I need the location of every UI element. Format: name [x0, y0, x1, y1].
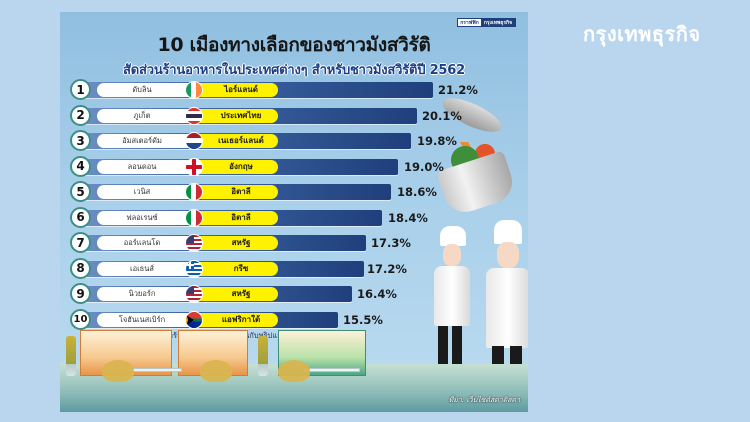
country-name: สหรัฐ: [190, 287, 278, 301]
value-label: 18.4%: [388, 210, 428, 225]
chart-row: 10 โจฮันเนสเบิร์ก แอฟริกาใต้ 15.5%: [70, 308, 510, 330]
city-name: ดับลิน: [132, 85, 152, 94]
chart-row: 1 ดับลิน ไอร์แลนด์ 21.2%: [70, 79, 510, 100]
italy-flag-icon: [186, 184, 202, 200]
city-name: โจฮันเนสเบิร์ก: [118, 314, 166, 324]
city-name: นิวยอร์ก: [128, 289, 156, 298]
chart-row: 6 ฟลอเรนซ์ อิตาลี 18.4%: [70, 206, 510, 228]
chart-row: 7 ออร์แลนโด สหรัฐ 17.3%: [70, 232, 510, 253]
table-illustration: [126, 368, 182, 372]
rank-badge: 3: [70, 130, 91, 151]
country-name: อิตาลี: [190, 185, 278, 199]
country-name: เนเธอร์แลนด์: [190, 134, 278, 148]
chair-illustration: [200, 360, 232, 382]
chart-row: 3 อัมสเตอร์ดัม เนเธอร์แลนด์ 19.8%: [70, 130, 510, 151]
chair-illustration: [278, 360, 310, 382]
netherlands-flag-icon: [186, 133, 202, 149]
country-name: ไอร์แลนด์: [190, 83, 278, 97]
usa-flag-icon: [186, 286, 202, 302]
usa-flag-icon: [186, 235, 202, 251]
city-name: ภูเก็ต: [133, 110, 151, 120]
ireland-flag-icon: [186, 82, 202, 98]
value-label: 17.2%: [367, 261, 407, 276]
value-label: 20.1%: [422, 108, 462, 123]
rank-badge: 1: [70, 79, 91, 100]
value-label: 18.6%: [397, 185, 437, 199]
badge-graphic-label: กราฟฟิก: [458, 19, 481, 26]
badge-brand-label: กรุงเทพธุรกิจ: [480, 19, 515, 26]
source-credit: ที่มา: เว็บไซต์สตาติสตา: [448, 396, 520, 404]
value-label: 17.3%: [371, 236, 411, 250]
value-label: 15.5%: [343, 312, 383, 327]
rank-badge: 9: [70, 283, 91, 304]
chart-title: 10 เมืองทางเลือกของชาวมังสวิรัติ: [157, 34, 431, 56]
chart-row: 5 เวนิส อิตาลี 18.6%: [70, 181, 510, 202]
chair-illustration: [102, 360, 134, 382]
city-name: เวนิส: [133, 187, 151, 196]
table-illustration: [304, 368, 360, 372]
infographic: กราฟฟิก กรุงเทพธุรกิจ 10 เมืองทางเลือกขอ…: [60, 12, 528, 412]
country-name: อิตาลี: [190, 210, 278, 225]
publisher-badge: กราฟฟิก กรุงเทพธุรกิจ: [457, 18, 516, 27]
south-africa-flag-icon: [186, 311, 202, 328]
country-name: สหรัฐ: [190, 236, 278, 250]
rank-badge: 4: [70, 155, 91, 177]
country-name: กรีซ: [190, 261, 278, 276]
rank-badge: 5: [70, 181, 91, 202]
rank-badge: 6: [70, 206, 91, 228]
rank-badge: 8: [70, 257, 91, 279]
city-name: เอเธนส์: [130, 263, 154, 273]
country-name: แอฟริกาใต้: [190, 312, 278, 327]
city-name: ลอนดอน: [127, 161, 157, 171]
brand-watermark: กรุงเทพธุรกิจ: [583, 22, 701, 46]
rank-badge: 10: [70, 308, 91, 330]
city-name: อัมสเตอร์ดัม: [122, 136, 162, 145]
chart-row: 4 ลอนดอน อังกฤษ 19.0%: [70, 155, 510, 177]
rank-badge: 2: [70, 104, 91, 126]
city-name: ฟลอเรนซ์: [126, 212, 158, 222]
england-flag-icon: [186, 158, 202, 175]
value-label: 21.2%: [438, 83, 478, 97]
greece-flag-icon: [186, 260, 202, 277]
country-name: ประเทศไทย: [190, 108, 278, 123]
italy-flag-icon: [186, 209, 202, 226]
value-label: 19.0%: [404, 159, 444, 174]
rank-badge: 7: [70, 232, 91, 253]
chart-subtitle: สัดส่วนร้านอาหารในประเทศต่างๆ สำหรับชาวม…: [123, 63, 465, 78]
chart-row: 2 ภูเก็ต ประเทศไทย 20.1%: [70, 104, 510, 126]
country-name: อังกฤษ: [190, 159, 278, 174]
city-name: ออร์แลนโด: [123, 238, 161, 247]
value-label: 19.8%: [417, 134, 457, 148]
value-label: 16.4%: [357, 287, 397, 301]
chart-row: 9 นิวยอร์ก สหรัฐ 16.4%: [70, 283, 510, 304]
chart-row: 8 เอเธนส์ กรีซ 17.2%: [70, 257, 510, 279]
thailand-flag-icon: [186, 107, 202, 124]
plant-illustration: [258, 336, 268, 376]
plant-illustration: [66, 336, 76, 376]
